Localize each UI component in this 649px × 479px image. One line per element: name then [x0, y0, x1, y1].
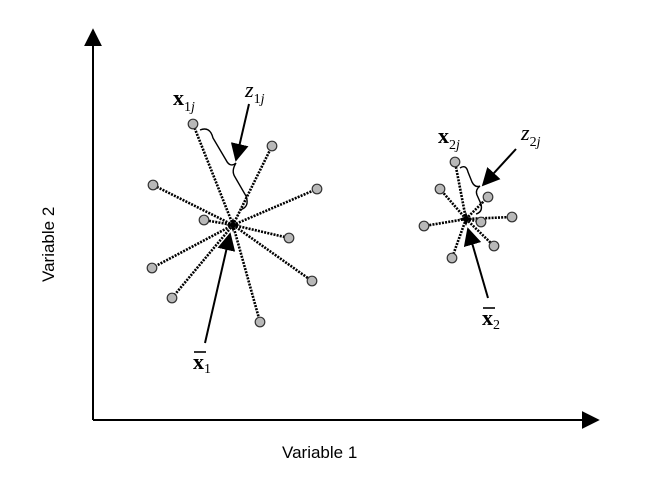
data-point	[198, 214, 210, 226]
cluster-1-centroid	[226, 218, 240, 232]
cluster-1: x1j z1j x1	[146, 77, 323, 377]
spoke	[465, 217, 482, 224]
data-point	[446, 252, 458, 264]
spoke	[232, 187, 318, 227]
spoke	[191, 123, 235, 226]
spoke	[232, 223, 313, 283]
cluster-2-distance-brace	[459, 165, 483, 215]
cluster-2: x2j z2j x2	[418, 120, 541, 333]
spoke	[439, 188, 467, 220]
spoke	[465, 215, 513, 221]
data-point	[283, 232, 295, 244]
data-point	[482, 191, 494, 203]
cluster-1-point-label: x1j	[173, 85, 195, 115]
cluster-2-distance-label: z2j	[520, 120, 541, 150]
data-point	[449, 156, 461, 168]
data-point	[311, 183, 323, 195]
cluster-1-centroid-arrow	[204, 232, 236, 344]
y-axis-label: Variable 2	[39, 207, 58, 282]
cluster-2-points	[418, 156, 518, 264]
svg-text:x1: x1	[193, 349, 211, 377]
data-point	[306, 275, 318, 287]
spoke	[423, 217, 467, 228]
cluster-2-centroid-arrow	[463, 227, 489, 299]
data-point	[434, 183, 446, 195]
spoke	[152, 183, 234, 227]
axes	[84, 28, 600, 429]
cluster-1-spokes	[151, 123, 318, 323]
spoke	[231, 145, 274, 226]
data-point	[166, 292, 178, 304]
cluster-1-centroid-label: x1	[193, 349, 211, 377]
data-point	[187, 118, 199, 130]
data-point	[266, 140, 278, 152]
data-point	[506, 211, 518, 223]
cluster-2-distance-arrow	[481, 148, 517, 187]
svg-text:x2: x2	[482, 305, 500, 333]
cluster-1-distance-brace	[199, 128, 248, 211]
data-point	[146, 262, 158, 274]
cluster-1-distance-label: z1j	[244, 77, 265, 107]
x-axis-label: Variable 1	[282, 443, 357, 462]
spoke	[151, 223, 234, 270]
spoke	[231, 224, 262, 323]
spoke	[450, 218, 468, 259]
cluster-2-centroid	[459, 212, 473, 226]
data-point	[488, 240, 500, 252]
cluster-2-centroid-label: x2	[482, 305, 500, 333]
data-point	[475, 216, 487, 228]
data-point	[254, 316, 266, 328]
cluster-2-point-label: x2j	[438, 123, 460, 153]
cluster-1-distance-arrow	[230, 103, 250, 162]
spoke	[453, 161, 468, 220]
data-point	[147, 179, 159, 191]
data-point	[418, 220, 430, 232]
cluster-1-points	[146, 118, 323, 328]
